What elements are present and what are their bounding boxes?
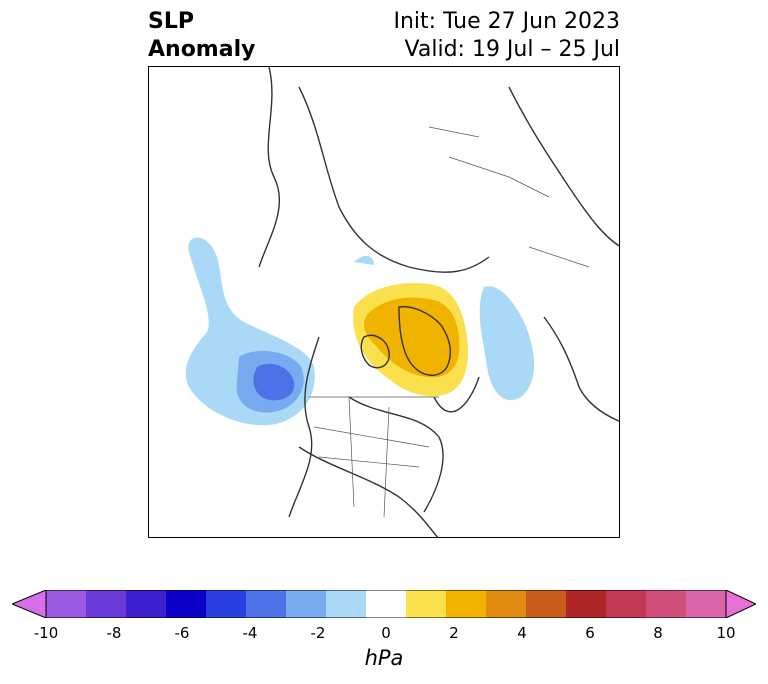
init-date: Init: Tue 27 Jun 2023 [393,9,621,34]
colorbar-tick-label: -2 [310,624,326,642]
colorbar-tick-label: 8 [653,624,663,642]
title-line1: SLP [148,9,194,34]
colorbar-cell [566,590,607,618]
positive-anomaly-core [364,297,460,378]
valid-range: Valid: 19 Jul – 25 Jul [404,37,620,62]
colorbar-tick-label: 0 [381,624,391,642]
colorbar-cell [526,590,567,618]
colorbar-cell [606,590,647,618]
date-info: Init: Tue 27 Jun 2023 Valid: 19 Jul – 25… [394,8,621,64]
colorbar-tick-label: 10 [716,624,736,642]
colorbar-cell [326,590,367,618]
colorbar-extend-low [12,590,47,618]
borders [309,126,590,518]
colorbar-extend-high [725,590,756,618]
colorbar-cell [246,590,287,618]
colorbar-cell [446,590,487,618]
map-panel [148,66,620,538]
colorbar-cell [646,590,687,618]
title-line2: Anomaly [148,37,256,62]
colorbar-cell [366,590,407,618]
colorbar-cell [166,590,207,618]
colorbar-cell [206,590,247,618]
colorbar-tick-label: 2 [449,624,459,642]
colorbar-tick-label: -10 [33,624,59,642]
map-svg [185,67,619,537]
colorbar-cell [406,590,447,618]
weak-negative-anomaly [479,286,535,401]
colorbar-cell [486,590,527,618]
coastlines [258,67,619,537]
units-label: hPa [364,646,404,670]
colorbar-tick-label: 4 [517,624,527,642]
colorbar [12,590,756,618]
colorbar-tick-label: -4 [242,624,258,642]
negative-anomaly-core [253,363,295,401]
colorbar-cell [686,590,727,618]
colorbar-tick-label: -6 [174,624,190,642]
colorbar-cell [86,590,127,618]
colorbar-tick-label: -8 [106,624,122,642]
map-title: SLP Anomaly [148,8,255,64]
colorbar-tick-label: 6 [585,624,595,642]
colorbar-cell [46,590,87,618]
colorbar-cell [126,590,167,618]
colorbar-cell [286,590,327,618]
